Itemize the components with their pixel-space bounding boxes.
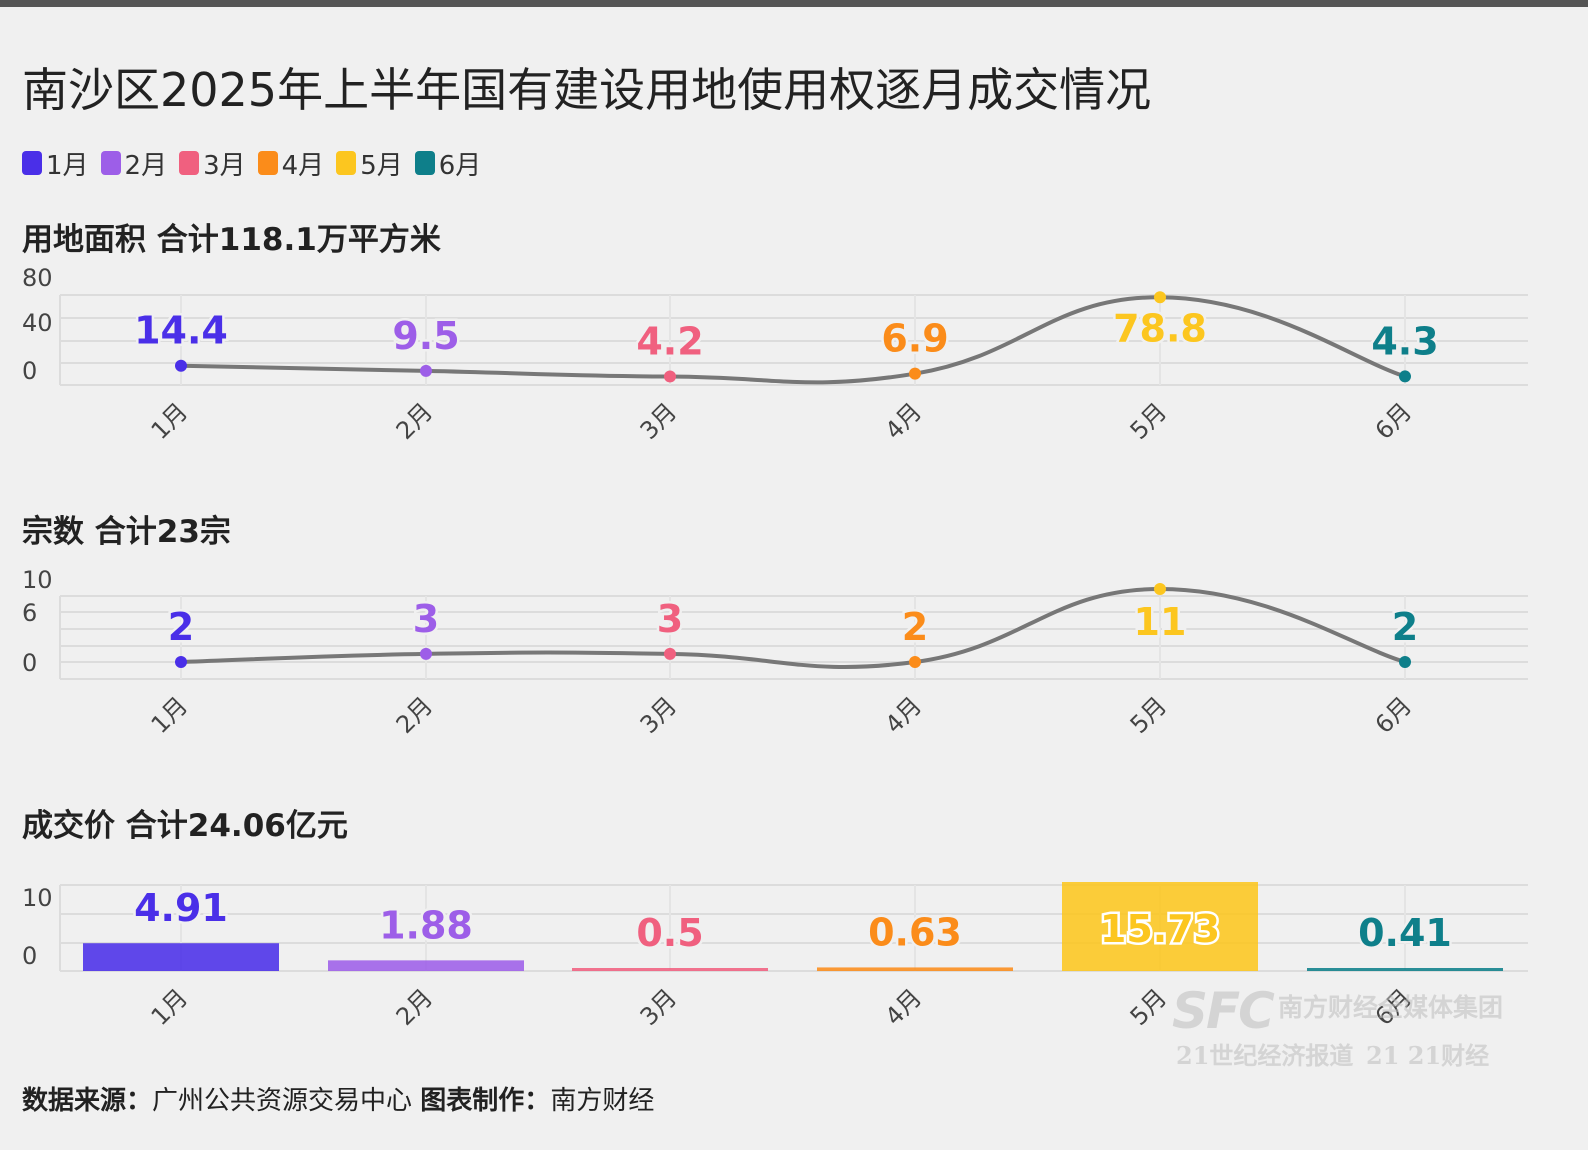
bar (1307, 968, 1503, 971)
y-tick-label: 10 (22, 566, 53, 594)
legend-item: 4月 (257, 145, 325, 182)
data-point (420, 647, 432, 660)
legend-swatch (414, 151, 435, 175)
price-bar-chart: 10 0 1月 2月 3月 4月 5月 6月 4.91 1.88 0.5 0.63 15.73 0.41 (22, 882, 1528, 1031)
data-label: 11 (1134, 600, 1187, 644)
count-chart-title: 宗数 合计23宗 (22, 514, 231, 550)
legend-label: 2月 (124, 150, 168, 181)
data-label: 4.2 (636, 320, 703, 364)
x-tick-label: 2月 (391, 983, 439, 1031)
legend-swatch (22, 151, 42, 175)
y-tick-label: 80 (22, 264, 53, 292)
x-tick-label: 1月 (146, 983, 194, 1031)
data-point (175, 656, 187, 668)
data-label: 78.8 (1113, 306, 1207, 350)
x-tick-label: 6月 (1370, 983, 1418, 1031)
data-label: 15.73 (1100, 907, 1220, 951)
data-label: 3 (657, 597, 683, 641)
x-tick-label: 1月 (146, 691, 194, 739)
y-tick-label: 0 (22, 649, 37, 677)
data-label: 0.5 (636, 911, 703, 955)
legend-label: 1月 (46, 150, 89, 181)
x-tick-label: 5月 (1125, 691, 1173, 739)
x-tick-label: 6月 (1370, 691, 1418, 739)
data-label: 3 (413, 597, 439, 641)
data-label: 9.5 (392, 314, 459, 358)
legend-swatch (100, 151, 121, 175)
bar (328, 960, 524, 971)
bar (817, 967, 1013, 971)
footer: 数据来源：广州公共资源交易中心 图表制作：南方财经 (22, 1080, 654, 1117)
data-point (909, 656, 921, 668)
legend-label: 4月 (281, 150, 325, 181)
x-tick-label: 3月 (635, 983, 683, 1031)
legend-item: 3月 (179, 145, 246, 182)
area-chart-title: 用地面积 合计118.1万平方米 (22, 222, 441, 258)
data-label: 4.3 (1371, 319, 1438, 363)
bar (83, 943, 279, 971)
legend-item: 5月 (336, 145, 403, 182)
x-tick-label: 2月 (391, 691, 439, 739)
area-line-chart: 80 40 0 1月 2月 3月 4月 5月 6月 14.4 9.5 4.2 6.9 78.8 4.3 (22, 264, 1528, 445)
data-point (175, 359, 187, 372)
data-label: 2 (168, 605, 194, 649)
legend: 1月 2月 3月 4月 5月 6月 (22, 145, 482, 182)
legend-label: 6月 (438, 150, 482, 181)
count-line-chart: 10 6 0 1月 2月 3月 4月 5月 6月 2 3 3 2 11 2 (22, 566, 1528, 739)
x-tick-label: 1月 (146, 397, 194, 445)
page-title: 南沙区2025年上半年国有建设用地使用权逐月成交情况 (22, 63, 1152, 117)
x-tick-label: 5月 (1125, 397, 1173, 445)
maker-label: 图表制作： (420, 1086, 551, 1116)
data-point (664, 370, 676, 383)
source-label: 数据来源： (22, 1086, 153, 1116)
data-label: 6.9 (881, 317, 948, 361)
legend-item: 6月 (414, 145, 482, 182)
legend-label: 3月 (203, 150, 246, 181)
legend-item: 2月 (100, 145, 168, 182)
data-point (1154, 291, 1166, 304)
maker-text: 南方财经 (550, 1086, 655, 1116)
x-tick-label: 4月 (880, 691, 928, 739)
data-point (420, 364, 432, 377)
top-bar (0, 0, 1588, 7)
data-label: 14.4 (134, 309, 228, 353)
data-label: 1.88 (379, 903, 473, 947)
data-label: 2 (1392, 605, 1418, 649)
legend-item: 1月 (22, 145, 89, 182)
x-tick-label: 2月 (391, 397, 439, 445)
series-line (180, 586, 1406, 670)
y-tick-label: 0 (22, 357, 37, 385)
data-point (909, 367, 921, 380)
legend-swatch (179, 151, 200, 175)
y-tick-label: 6 (22, 599, 37, 627)
x-tick-label: 4月 (880, 397, 928, 445)
data-label: 4.91 (134, 886, 228, 930)
y-tick-label: 10 (22, 884, 53, 912)
source-text: 广州公共资源交易中心 (152, 1086, 413, 1116)
legend-swatch (257, 151, 278, 175)
x-tick-label: 6月 (1370, 397, 1418, 445)
y-tick-label: 0 (22, 942, 37, 970)
bar (572, 968, 768, 971)
data-point (1399, 656, 1411, 668)
x-tick-label: 3月 (635, 691, 683, 739)
x-tick-label: 3月 (635, 397, 683, 445)
series-line (180, 295, 1406, 385)
data-point (1399, 370, 1411, 383)
x-tick-label: 4月 (880, 983, 928, 1031)
price-chart-title: 成交价 合计24.06亿元 (22, 808, 348, 844)
x-tick-label: 5月 (1125, 983, 1173, 1031)
data-label: 0.41 (1358, 911, 1452, 955)
data-point (664, 647, 676, 660)
bar (1062, 882, 1258, 971)
data-label: 2 (902, 605, 928, 649)
legend-label: 5月 (360, 150, 403, 181)
data-point (1154, 583, 1166, 595)
data-label: 0.63 (868, 910, 962, 954)
y-tick-label: 40 (22, 309, 53, 337)
legend-swatch (336, 151, 357, 175)
